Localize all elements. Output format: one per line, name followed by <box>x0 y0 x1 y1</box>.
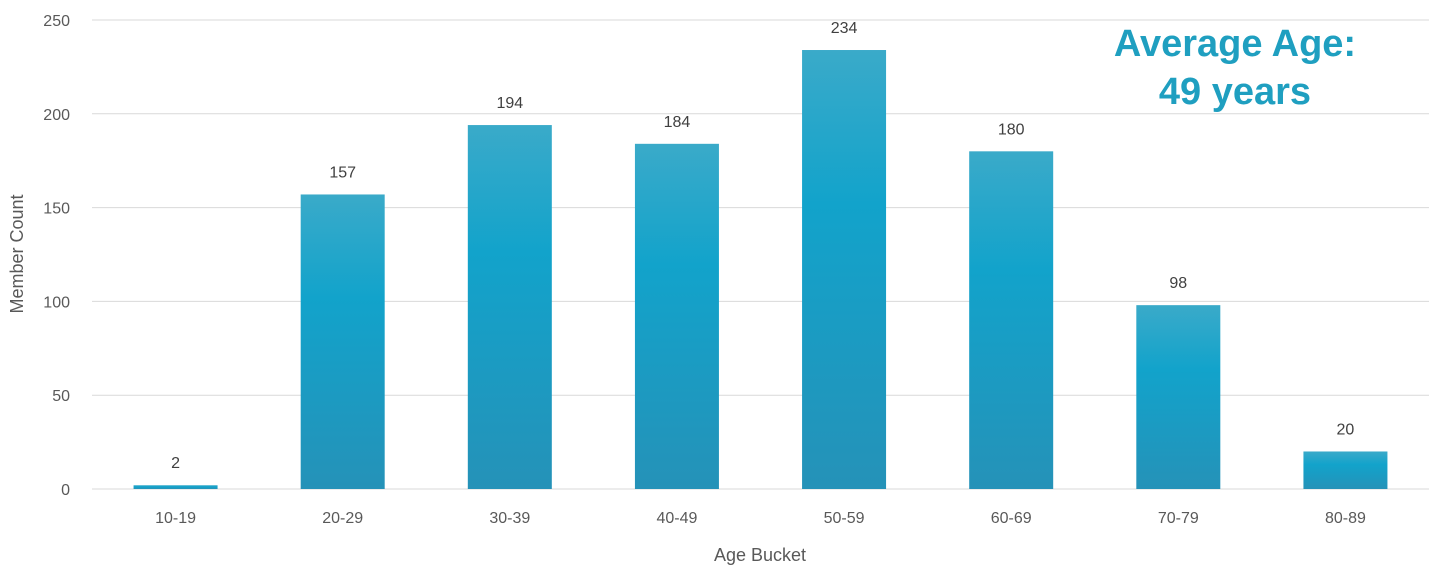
x-tick-label: 10-19 <box>155 510 196 527</box>
x-tick-label: 50-59 <box>824 510 865 527</box>
bar-80-89 <box>1303 451 1388 489</box>
annotation-line-2: 49 years <box>1158 71 1312 113</box>
x-tick-label: 80-89 <box>1325 510 1366 527</box>
y-tick-label: 200 <box>43 107 70 124</box>
x-tick-label: 60-69 <box>991 510 1032 527</box>
x-tick-label: 70-79 <box>1158 510 1199 527</box>
data-label: 184 <box>664 114 691 131</box>
x-tick-label: 30-39 <box>489 510 530 527</box>
y-tick-label: 0 <box>61 482 70 499</box>
bars <box>133 50 1388 490</box>
x-axis-title: Age Bucket <box>714 545 806 565</box>
y-axis-ticks: 0 50 100 150 200 250 <box>43 13 70 499</box>
y-axis-title: Member Count <box>7 194 27 313</box>
data-label: 194 <box>496 95 523 112</box>
x-axis-ticks: 10-19 20-29 30-39 40-49 50-59 60-69 70-79 80-89 <box>155 510 1366 527</box>
bar-70-79 <box>1136 305 1221 489</box>
data-label: 98 <box>1169 275 1187 292</box>
y-tick-label: 100 <box>43 294 70 311</box>
data-labels: 2 157 194 184 234 180 98 20 <box>171 20 1354 472</box>
bar-40-49 <box>634 143 719 490</box>
data-label: 20 <box>1337 421 1355 438</box>
y-tick-label: 50 <box>52 388 70 405</box>
annotation-line-1: Average Age: <box>1113 23 1357 65</box>
y-tick-label: 250 <box>43 13 70 30</box>
bar-60-69 <box>969 151 1054 489</box>
bar-20-29 <box>300 194 385 489</box>
data-label: 2 <box>171 455 180 472</box>
bar-50-59 <box>802 50 887 490</box>
x-tick-label: 20-29 <box>322 510 363 527</box>
bar-30-39 <box>467 125 552 489</box>
average-age-annotation: Average Age: 49 years <box>1100 20 1370 116</box>
data-label: 234 <box>831 20 858 37</box>
data-label: 180 <box>998 121 1025 138</box>
x-tick-label: 40-49 <box>656 510 697 527</box>
y-tick-label: 150 <box>43 201 70 218</box>
bar-10-19 <box>133 485 218 489</box>
data-label: 157 <box>329 164 356 181</box>
